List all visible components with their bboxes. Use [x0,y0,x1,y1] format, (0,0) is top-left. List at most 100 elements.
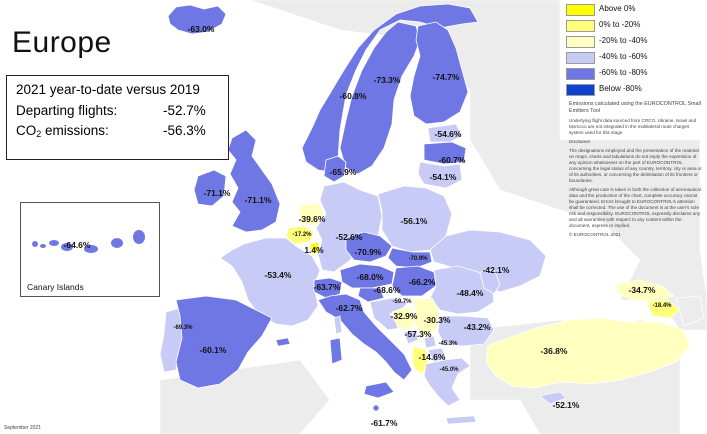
label-north-macedonia: -45.0% [439,367,459,373]
departing-value: -52.7% [163,102,206,118]
region-cyprus[interactable] [539,391,567,405]
region-bulgaria[interactable] [437,315,495,347]
region-ireland[interactable] [193,169,227,207]
legend-label: Above 0% [599,4,636,13]
legend-swatch [566,68,595,80]
note-copyright: © EUROCONTROL 2021 [569,232,621,237]
notes: Emissions calculated using the EUROCONTR… [569,101,703,241]
co2-label: CO2 emissions: [16,123,109,139]
canary-value-label: -64.6% [63,240,91,250]
canary-islands-inset: -64.6% Canary Islands [20,202,160,297]
label-ukraine: -42.1% [482,265,510,275]
label-portugal: -69.3% [173,325,193,331]
canary-island[interactable] [61,243,73,251]
region-sweden[interactable] [339,21,421,175]
canary-island[interactable] [40,244,46,248]
region-greece[interactable] [423,357,471,407]
label-romania-bulgaria: -43.2% [463,322,491,332]
label-netherlands: -39.6% [298,214,326,224]
canary-island[interactable] [49,240,59,246]
label-czechia: -70.9% [354,247,382,257]
label-slovenia: -68.6% [373,285,401,295]
region-united-kingdom[interactable] [227,129,281,233]
region-sardinia[interactable] [329,337,343,365]
label-hungary: -66.2% [408,277,436,287]
legend-item: -60% to -80% [566,66,706,82]
legend-label: -60% to -80% [599,68,648,77]
region-azerbaijan [675,295,705,327]
co2-row: CO2 emissions: -56.3% [16,121,228,142]
legend-swatch [566,20,595,32]
note-data-source: Underlying flight data sourced from CRCO… [569,118,697,135]
label-ireland: -71.1% [203,188,231,198]
label-croatia: -59.7% [392,299,412,305]
region-france[interactable] [219,237,321,327]
label-bosnia: -32.9% [390,311,418,321]
label-albania: -14.6% [418,352,446,362]
region-switzerland[interactable] [313,277,343,299]
label-norway: -60.8% [339,91,367,101]
region-georgia[interactable] [615,279,675,303]
region-malta[interactable] [372,404,380,412]
stats-header: 2021 year-to-date versus 2019 [16,82,200,97]
region-denmark[interactable] [323,155,347,183]
canary-island[interactable] [111,238,123,248]
label-germany: -52.6% [335,232,363,242]
canary-island[interactable] [133,230,145,244]
region-spain[interactable] [175,295,273,389]
label-italy: -62.7% [335,303,363,313]
region-bosnia[interactable] [391,305,417,331]
region-armenia[interactable] [647,299,681,319]
canary-island[interactable] [84,245,98,253]
canary-islands-label: Canary Islands [27,282,84,292]
legend-item: Above 0% [566,2,706,18]
region-slovakia[interactable] [387,247,433,269]
region-sicily[interactable] [363,381,395,399]
region-romania[interactable] [429,265,495,315]
label-france: -53.4% [264,270,292,280]
label-poland: -56.1% [400,216,428,226]
region-corsica[interactable] [333,315,343,335]
region-north-macedonia[interactable] [427,347,447,363]
region-balearics[interactable] [275,337,291,347]
region-iceland[interactable] [167,4,227,35]
label-estonia: -54.6% [434,129,462,139]
region-netherlands[interactable] [299,201,325,227]
label-austria: -68.0% [356,272,384,282]
region-montenegro[interactable] [403,329,419,345]
label-united-kingdom: -71.1% [244,195,272,205]
region-turkey[interactable] [485,317,691,389]
region-czechia[interactable] [345,231,393,263]
co2-value: -56.3% [163,123,206,138]
map-title: Europe [12,26,112,59]
region-estonia[interactable] [427,123,463,143]
region-germany[interactable] [315,181,383,273]
region-belgium[interactable] [285,225,315,245]
region-italy[interactable] [317,293,413,381]
legend-swatch [566,52,595,64]
region-albania[interactable] [411,345,429,375]
region-moldova[interactable] [479,269,501,295]
region-latvia[interactable] [423,141,467,165]
region-crete[interactable] [445,415,477,425]
canary-islands-map [32,230,145,253]
legend-label: -20% to -40% [599,36,648,45]
legend-swatch [566,84,595,96]
region-hungary[interactable] [391,265,437,297]
canary-island[interactable] [32,241,38,247]
label-iceland: -63.0% [187,24,215,34]
label-finland: -74.7% [432,72,460,82]
legend-item: -40% to -60% [566,50,706,66]
region-austria[interactable] [339,263,395,289]
region-ukraine[interactable] [429,229,547,293]
region-finland[interactable] [409,21,469,125]
region-slovenia[interactable] [357,287,385,303]
region-lithuania[interactable] [417,161,463,189]
label-spain: -60.1% [199,345,227,355]
region-croatia[interactable] [369,297,409,331]
region-kosovo[interactable] [423,335,437,349]
label-kosovo: -45.3% [438,341,458,347]
region-serbia[interactable] [411,297,441,337]
label-belgium: -17.2% [292,232,312,238]
